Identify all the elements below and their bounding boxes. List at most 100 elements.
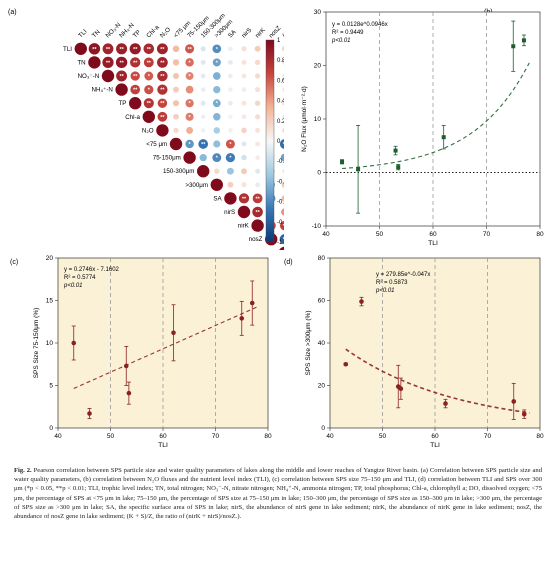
fit-equation-text: y = 279.85e^-0.047x [376, 272, 430, 278]
colorbar-tick-label: -0.2 [277, 159, 284, 165]
correlation-heatmap-panel: (a) TLI TN NO₃-N NH₄-N TP Chl-a N₂O <75 μm 75-150… [4, 2, 302, 259]
heatmap-cell-circle [213, 127, 221, 134]
heatmap-significance-mark: ** [242, 196, 247, 202]
data-point [171, 330, 176, 336]
colorbar-tick-label: -0.8 [277, 220, 284, 226]
heatmap-cell-circle [241, 114, 247, 120]
heatmap-significance-mark: ** [133, 60, 138, 66]
heatmap-cell-circle [185, 99, 194, 108]
x-tick-label: 50 [379, 433, 387, 440]
heatmap-column-label: N₂O [159, 26, 172, 39]
heatmap-significance-mark: * [189, 115, 192, 121]
heatmap-cell-circle [212, 153, 222, 163]
heatmap-cell-circle [254, 73, 261, 79]
x-tick-label: 70 [212, 433, 220, 440]
heatmap-cell-circle [116, 43, 128, 55]
fit-equation-text: y = 0.0128e^0.0946x [332, 22, 388, 28]
heatmap-cell-circle [237, 205, 251, 219]
y-tick-label: 40 [318, 340, 326, 347]
heatmap-row-label: Chl-a [125, 114, 140, 121]
heatmap-significance-mark: ** [147, 47, 152, 53]
heatmap-cell-circle [200, 87, 206, 92]
heatmap-cell-circle [173, 86, 179, 93]
heatmap-significance-mark: ** [133, 88, 138, 94]
fit-curve [73, 306, 258, 390]
heatmap-cell-circle [241, 46, 247, 52]
heatmap-cell-circle [172, 59, 180, 66]
x-tick-label: 80 [264, 433, 272, 440]
heatmap-cell-circle [254, 59, 261, 66]
data-point [359, 299, 364, 304]
heatmap-row-label: >300μm [185, 182, 208, 189]
data-point [511, 44, 516, 49]
x-tick-label: 40 [322, 231, 330, 238]
heatmap-cell-circle [225, 152, 236, 163]
panel-letter-d: (d) [284, 259, 293, 266]
heatmap-cell-circle [225, 139, 235, 149]
fit-curve [345, 348, 530, 414]
heatmap-cell-circle [227, 181, 234, 188]
heatmap-cell-circle [143, 43, 155, 55]
data-point [398, 386, 404, 391]
heatmap-cell-circle [241, 182, 247, 188]
heatmap-significance-mark: ** [92, 47, 97, 53]
heatmap-significance-mark: * [189, 101, 192, 107]
heatmap-significance-mark: * [189, 74, 192, 80]
heatmap-cell-circle [74, 42, 88, 55]
heatmap-cell-circle [115, 83, 128, 96]
heatmap-significance-mark: ** [119, 60, 124, 66]
heatmap-cell-circle [88, 43, 101, 55]
heatmap-row-label: TN [77, 59, 85, 66]
data-point [340, 159, 345, 164]
heatmap-significance-mark: ** [147, 101, 152, 107]
fit-equation-text: y = 0.2746x - 7.1602 [64, 267, 120, 273]
heatmap-row-label: nirS [224, 209, 235, 216]
heatmap-cell-circle [129, 97, 142, 110]
heatmap-cell-circle [185, 72, 194, 80]
heatmap-cell-circle [172, 72, 180, 80]
figure-label: Fig. 2. [14, 467, 32, 474]
heatmap-cell-circle [255, 155, 260, 160]
heatmap-cell-circle [157, 111, 168, 122]
heatmap-significance-mark: * [216, 47, 219, 53]
heatmap-cell-circle [88, 56, 101, 69]
sps-over-300-scatter-chart: (d) 40 50 60 70 80 0 20 40 60 80 TLI SPS Size >300μm… [284, 255, 544, 449]
x-tick-label: 70 [484, 433, 492, 440]
heatmap-row-label: nirK [238, 223, 250, 230]
figure-caption-text: Pearson correlation between SPS particle… [14, 467, 542, 521]
heatmap-cell-circle [241, 73, 247, 79]
heatmap-cell-circle [228, 46, 233, 52]
heatmap-cell-circle [157, 70, 168, 82]
heatmap-row-label: TLI [63, 46, 72, 53]
heatmap-significance-mark: ** [160, 47, 165, 53]
heatmap-cell-circle [251, 219, 264, 232]
heatmap-significance-mark: ** [255, 196, 260, 202]
heatmap-cell-circle [130, 57, 141, 68]
heatmap-row-label: N₂O [142, 127, 154, 134]
heatmap-column-label: TN [91, 29, 102, 40]
heatmap-cell-circle [199, 153, 207, 162]
heatmap-significance-mark: ** [160, 88, 165, 94]
heatmap-significance-mark: ** [133, 47, 138, 53]
heatmap-cell-circle [241, 154, 247, 161]
heatmap-cell-circle [228, 114, 233, 120]
heatmap-significance-mark: ** [201, 142, 206, 148]
heatmap-significance-mark: ** [119, 74, 124, 80]
heatmap-cell-circle [241, 59, 247, 65]
heatmap-cell-circle [185, 85, 194, 94]
heatmap-cell-circle [157, 57, 168, 68]
heatmap-cell-circle [183, 151, 196, 164]
heatmap-cell-circle [228, 87, 233, 92]
heatmap-column-label: SA [227, 28, 238, 39]
heatmap-cell-circle [241, 87, 247, 92]
heatmap-significance-mark: * [229, 142, 232, 148]
heatmap-cell-circle [172, 100, 180, 107]
x-tick-label: 80 [536, 433, 544, 440]
heatmap-cell-circle [157, 98, 168, 108]
heatmap-cell-circle [227, 59, 233, 65]
heatmap-cell-circle [241, 127, 247, 134]
heatmap-significance-mark: ** [119, 47, 124, 53]
heatmap-significance-mark: * [148, 88, 151, 94]
x-tick-label: 60 [431, 433, 439, 440]
